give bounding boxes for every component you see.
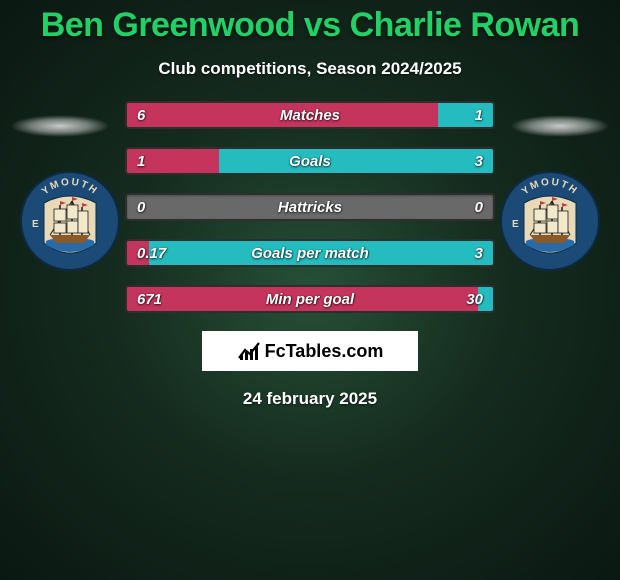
bar-track: 1 Goals 3 (125, 147, 495, 175)
player1-name: Ben Greenwood (41, 6, 295, 44)
stat-right-value: 1 (475, 103, 483, 127)
page-title: Ben Greenwood vs Charlie Rowan (0, 0, 620, 45)
stat-label: Goals (127, 149, 493, 173)
player2-crest: YMOUTH E (500, 161, 600, 281)
stat-bars: 6 Matches 1 1 Goals 3 0 Hattricks 0 0.17… (125, 101, 495, 313)
subtitle: Club competitions, Season 2024/2025 (0, 59, 620, 79)
brand-text: FcTables.com (265, 341, 384, 362)
stat-right-value: 3 (475, 149, 483, 173)
stat-label: Goals per match (127, 241, 493, 265)
bar-track: 0 Hattricks 0 (125, 193, 495, 221)
stat-label: Matches (127, 103, 493, 127)
stat-row: 0 Hattricks 0 (125, 193, 495, 221)
stat-row: 671 Min per goal 30 (125, 285, 495, 313)
date-text: 24 february 2025 (0, 389, 620, 409)
stat-right-value: 3 (475, 241, 483, 265)
stat-label: Hattricks (127, 195, 493, 219)
bar-track: 671 Min per goal 30 (125, 285, 495, 313)
stat-row: 6 Matches 1 (125, 101, 495, 129)
stat-right-value: 30 (466, 287, 483, 311)
comparison-area: YMOUTH E YMOUTH E (0, 101, 620, 313)
chart-icon (237, 340, 261, 362)
stat-right-value: 0 (475, 195, 483, 219)
player1-crest: YMOUTH E (20, 161, 120, 281)
vs-text: vs (295, 6, 350, 44)
svg-text:E: E (512, 219, 519, 230)
bar-track: 0.17 Goals per match 3 (125, 239, 495, 267)
svg-text:E: E (32, 219, 39, 230)
brand-logo[interactable]: FcTables.com (202, 331, 418, 371)
player2-shadow (510, 115, 610, 137)
bar-track: 6 Matches 1 (125, 101, 495, 129)
stat-row: 1 Goals 3 (125, 147, 495, 175)
stat-label: Min per goal (127, 287, 493, 311)
stat-row: 0.17 Goals per match 3 (125, 239, 495, 267)
player2-name: Charlie Rowan (350, 6, 580, 44)
player1-shadow (10, 115, 110, 137)
